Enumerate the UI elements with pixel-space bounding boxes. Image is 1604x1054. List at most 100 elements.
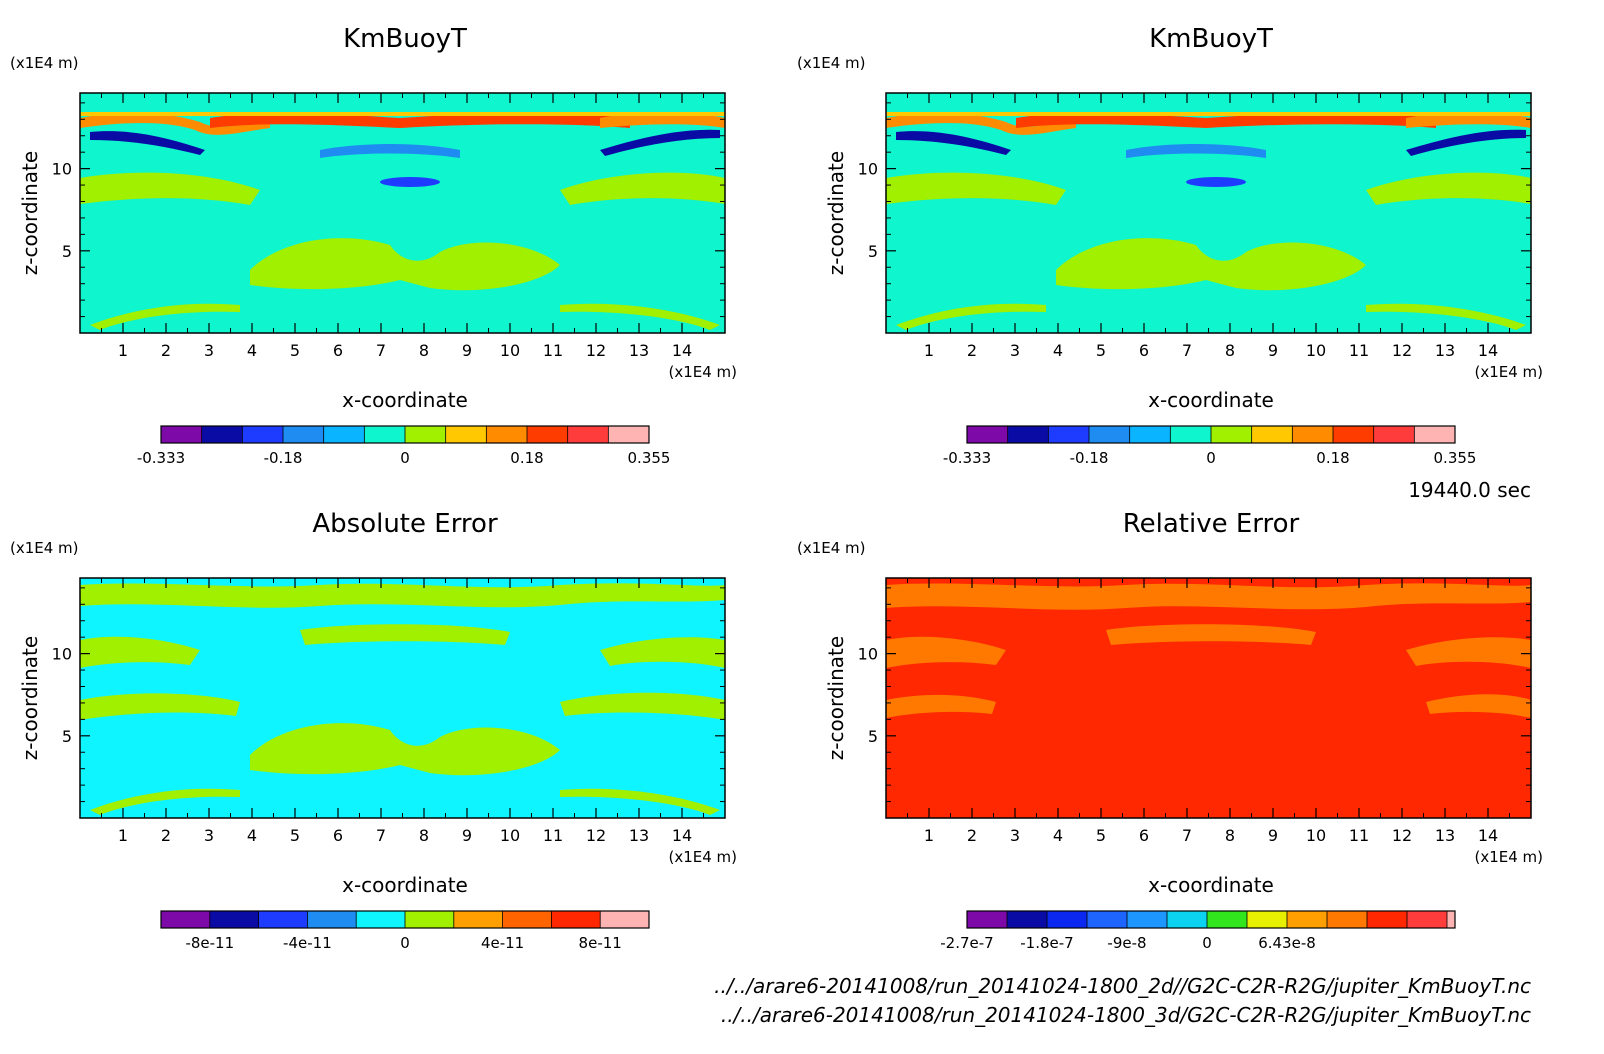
colorbar-swatch: [323, 426, 365, 443]
colorbar-swatch: [502, 911, 552, 928]
cool-arc-right: [600, 129, 720, 156]
error-bottom-left: [90, 788, 240, 815]
colorbar-label: 0.355: [1434, 449, 1477, 467]
error-patch-right: [600, 637, 725, 668]
x-unit-label: (x1E4 m): [668, 848, 737, 866]
x-tick-label: 1: [924, 826, 934, 845]
x-tick-label: 2: [161, 341, 171, 360]
x-tick-label: 2: [161, 826, 171, 845]
colorbar-swatch: [1127, 911, 1167, 928]
x-tick-label: 4: [1053, 341, 1063, 360]
error-bottom-right: [560, 788, 720, 815]
rel-error-band-top: [886, 583, 1531, 610]
colorbar-label: 0.18: [510, 449, 543, 467]
x-tick-label: 4: [247, 341, 257, 360]
x-tick-label: 6: [1139, 826, 1149, 845]
x-tick-label: 8: [1225, 341, 1235, 360]
cool-arc-left: [90, 131, 205, 155]
x-tick-label: 12: [586, 341, 606, 360]
colorbar-frame: [966, 425, 1456, 444]
colorbar-label: 4e-11: [481, 934, 524, 952]
colorbar-swatch: [967, 911, 1007, 928]
colorbar-swatch: [364, 426, 405, 443]
x-tick-label: 7: [1182, 826, 1192, 845]
colorbar-swatch: [356, 911, 405, 928]
error-patch-left: [80, 636, 200, 668]
colorbar-swatch: [258, 911, 308, 928]
greenish-patch-upper-right: [1366, 172, 1531, 205]
colorbar-swatch: [1414, 426, 1455, 443]
field-background: [886, 93, 1531, 333]
x-unit-label: (x1E4 m): [1474, 363, 1543, 381]
colorbar-swatch: [209, 911, 259, 928]
colorbar-frame: [160, 910, 650, 929]
colorbar-swatch: [1367, 911, 1407, 928]
x-tick-label: 8: [1225, 826, 1235, 845]
x-tick-label: 7: [376, 341, 386, 360]
x-tick-label: 12: [586, 826, 606, 845]
warm-band-top-strip: [886, 112, 1531, 116]
contour-features: [80, 112, 725, 330]
x-tick-label: 5: [290, 826, 300, 845]
y-tick-label: 10: [52, 160, 72, 179]
x-tick-label: 7: [1182, 341, 1192, 360]
x-tick-label: 9: [1268, 826, 1278, 845]
colorbar-swatch: [201, 426, 243, 443]
y-tick-label: 5: [868, 727, 878, 746]
plot-area: [80, 578, 725, 818]
colorbar: -0.333 -0.18 0 0.18 0.355: [137, 425, 670, 467]
x-tick-label: 9: [462, 826, 472, 845]
x-tick-label: 14: [672, 826, 692, 845]
error-patch-center: [300, 624, 510, 645]
x-tick-label: 12: [1392, 341, 1412, 360]
colorbar-swatch: [1170, 426, 1211, 443]
x-tick-label: 2: [967, 341, 977, 360]
warm-band-center: [210, 113, 630, 128]
x-tick-label: 3: [204, 826, 214, 845]
file-path-2d: ../../arare6-20141008/run_20141024-1800_…: [714, 974, 1531, 998]
colorbar-label: 0: [400, 449, 410, 467]
error-mid-right: [560, 692, 725, 720]
x-tick-label: 11: [1349, 341, 1369, 360]
x-tick-label: 10: [500, 341, 520, 360]
colorbar-swatch: [567, 426, 609, 443]
x-tick-label: 10: [1306, 826, 1326, 845]
x-tick-label: 13: [629, 341, 649, 360]
x-tick-label: 5: [1096, 826, 1106, 845]
colorbar-swatch: [445, 426, 487, 443]
colorbar-label: -0.333: [137, 449, 185, 467]
x-tick-label: 9: [1268, 341, 1278, 360]
greenish-central-body: [250, 238, 560, 291]
x-tick-label: 11: [543, 826, 563, 845]
colorbar-label: -1.8e-7: [1020, 934, 1073, 952]
plot-title: KmBuoyT: [1149, 24, 1273, 54]
colorbar-label: 0.18: [1316, 449, 1349, 467]
colorbar-swatch: [1373, 426, 1415, 443]
colorbar-label: 6.43e-8: [1258, 934, 1316, 952]
colorbar-swatch: [551, 911, 601, 928]
colorbar-swatch: [242, 426, 283, 443]
colorbar-swatch: [1007, 911, 1047, 928]
y-tick-label: 5: [62, 727, 72, 746]
colorbar-swatch: [1251, 426, 1293, 443]
x-tick-label: 13: [1435, 341, 1455, 360]
y-unit-label: (x1E4 m): [797, 54, 866, 72]
greenish-patch-upper-right: [560, 172, 725, 205]
x-tick-label: 14: [1478, 341, 1498, 360]
warm-band-top-strip: [80, 112, 725, 116]
x-tick-label: 7: [376, 826, 386, 845]
plot-title: Absolute Error: [312, 509, 498, 539]
y-unit-label: (x1E4 m): [10, 54, 79, 72]
error-mid-left: [80, 693, 240, 720]
cool-arc-right: [1406, 129, 1526, 156]
colorbar-swatch: [1129, 426, 1171, 443]
x-unit-label: (x1E4 m): [668, 363, 737, 381]
greenish-patch-upper-left: [80, 172, 260, 205]
x-tick-label: 9: [462, 341, 472, 360]
colorbar-swatch: [1447, 911, 1455, 928]
x-tick-label: 6: [1139, 341, 1149, 360]
colorbar-swatch: [1287, 911, 1327, 928]
